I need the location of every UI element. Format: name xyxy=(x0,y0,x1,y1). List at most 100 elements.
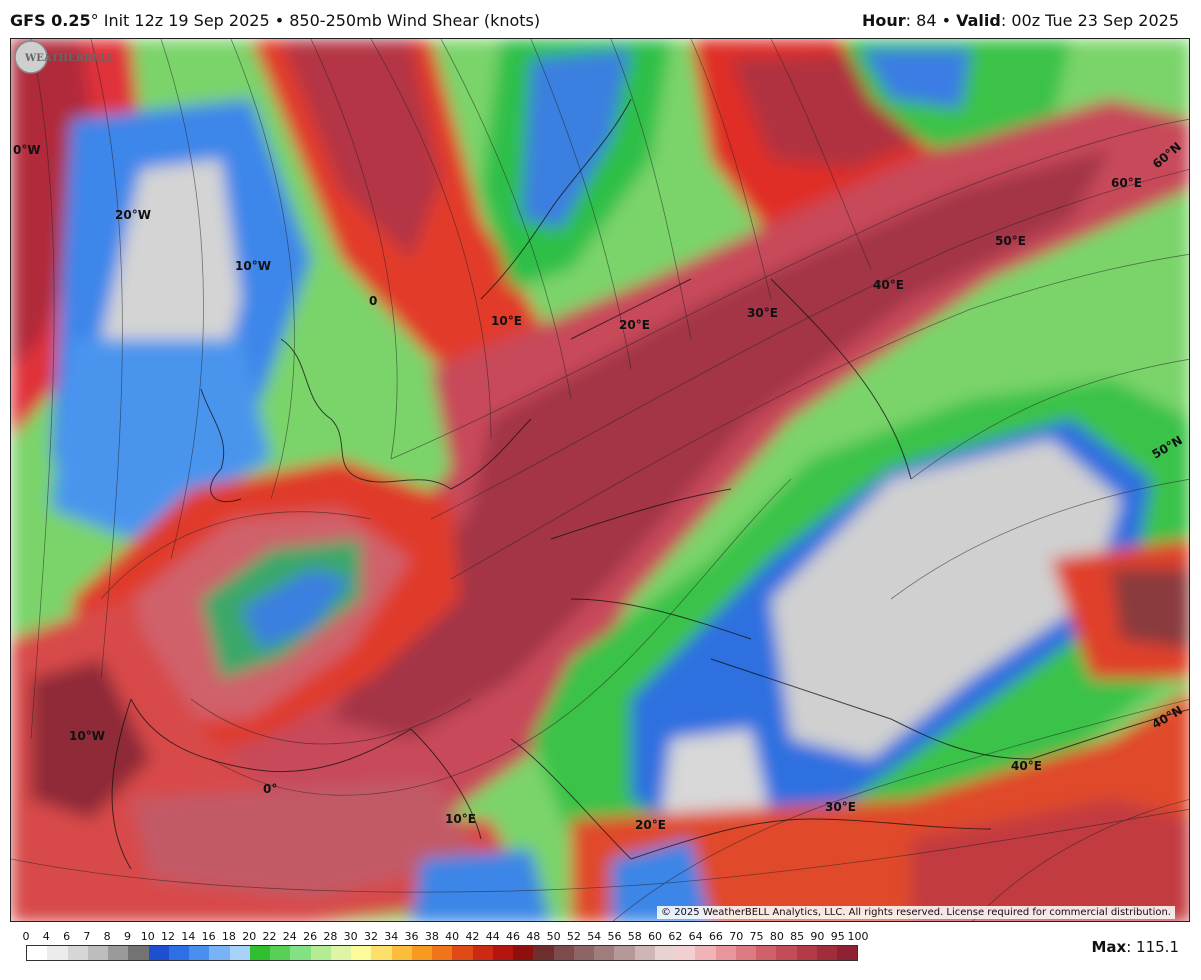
legend-tick-label: 58 xyxy=(627,930,642,943)
meridian-label: 30°E xyxy=(825,800,856,814)
meridian-label: 10°E xyxy=(491,314,522,328)
legend-tick-label: 54 xyxy=(587,930,602,943)
meridian-label: 20°W xyxy=(115,208,151,222)
legend-color-swatch xyxy=(391,946,412,960)
legend-color-swatch xyxy=(513,946,534,960)
legend-tick-label: 26 xyxy=(303,930,318,943)
legend-color-swatch xyxy=(270,946,291,960)
legend-tick-label: 62 xyxy=(668,930,683,943)
legend-tick-label: 70 xyxy=(729,930,744,943)
legend-tick-label: 12 xyxy=(161,930,176,943)
legend-color-swatch xyxy=(27,946,48,960)
legend-color-swatch xyxy=(553,946,574,960)
meridian-label: 20°E xyxy=(619,318,650,332)
legend-color-swatch xyxy=(614,946,635,960)
legend-tick-label: 75 xyxy=(749,930,764,943)
wind-shear-map[interactable]: 0°W 20°W 10°W 0 10°E 20°E 30°E 40°E 50°E… xyxy=(10,38,1190,922)
legend-tick-label: 24 xyxy=(282,930,297,943)
meridian-label: 10°W xyxy=(235,259,271,273)
legend-color-swatch xyxy=(229,946,250,960)
legend-tick-label: 40 xyxy=(445,930,460,943)
legend-color-swatch xyxy=(290,946,311,960)
title-separator: • xyxy=(269,11,290,30)
legend-tick-label: 36 xyxy=(404,930,419,943)
model-name: GFS 0.25 xyxy=(10,11,91,30)
legend-tick-label: 30 xyxy=(343,930,358,943)
legend-color-swatch xyxy=(756,946,777,960)
init-time: Init 12z 19 Sep 2025 xyxy=(98,11,270,30)
legend-color-swatch xyxy=(249,946,270,960)
legend-color-swatch xyxy=(796,946,817,960)
legend-tick-label: 32 xyxy=(363,930,378,943)
legend-color-swatch xyxy=(87,946,108,960)
degree-mark: ° xyxy=(90,11,99,30)
legend-tick-label: 52 xyxy=(566,930,581,943)
meridian-label: 60°E xyxy=(1111,176,1142,190)
legend-color-swatch xyxy=(128,946,149,960)
legend-color-swatch xyxy=(776,946,797,960)
legend-color-swatch xyxy=(47,946,68,960)
legend-color-swatch xyxy=(816,946,837,960)
legend-tick-label: 64 xyxy=(688,930,703,943)
weatherbell-logo: WEATHERBELL xyxy=(14,40,114,74)
legend-tick-label: 22 xyxy=(262,930,277,943)
legend-color-swatch xyxy=(492,946,513,960)
legend-tick-label: 18 xyxy=(221,930,236,943)
legend-color-swatch xyxy=(148,946,169,960)
map-title: GFS 0.25° Init 12z 19 Sep 2025 • 850-250… xyxy=(10,10,540,32)
legend-tick-label: 50 xyxy=(546,930,561,943)
copyright-notice: © 2025 WeatherBELL Analytics, LLC. All r… xyxy=(657,906,1175,919)
meridian-label: 40°E xyxy=(1011,759,1042,773)
legend-tick-label: 20 xyxy=(242,930,257,943)
legend-color-swatch xyxy=(573,946,594,960)
legend-color-swatch xyxy=(371,946,392,960)
meridian-label: 10°E xyxy=(445,812,476,826)
meridian-label: 40°E xyxy=(873,278,904,292)
legend-tick-label: 8 xyxy=(103,930,111,943)
legend-tick-label: 4 xyxy=(42,930,50,943)
max-value: : 115.1 xyxy=(1126,938,1179,956)
legend-tick-label: 85 xyxy=(790,930,805,943)
legend-color-swatch xyxy=(209,946,230,960)
legend-color-swatch xyxy=(837,946,858,960)
legend-tick-label: 48 xyxy=(526,930,541,943)
legend-tick-label: 42 xyxy=(465,930,480,943)
valid-label: Valid xyxy=(956,11,1001,30)
meridian-label: 0 xyxy=(369,294,377,308)
shear-field xyxy=(11,39,1189,921)
max-value-readout: Max: 115.1 xyxy=(1092,938,1180,956)
meridian-label: 0° xyxy=(263,782,277,796)
legend-tick-label: 7 xyxy=(83,930,91,943)
legend-tick-label: 28 xyxy=(323,930,338,943)
legend-tick-label: 16 xyxy=(201,930,216,943)
coastlines xyxy=(111,98,1189,870)
streamlines xyxy=(11,39,1189,921)
legend-color-swatch xyxy=(634,946,655,960)
time-separator: • xyxy=(936,11,957,30)
forecast-time: Hour: 84 • Valid: 00z Tue 23 Sep 2025 xyxy=(862,10,1179,32)
legend-tick-label: 95 xyxy=(830,930,845,943)
map-canvas: 0°W 20°W 10°W 0 10°E 20°E 30°E 40°E 50°E… xyxy=(11,39,1189,921)
product-name: 850-250mb Wind Shear (knots) xyxy=(289,11,541,30)
meridian-label: 0°W xyxy=(13,143,41,157)
legend-color-swatch xyxy=(452,946,473,960)
meridian-label: 10°W xyxy=(69,729,105,743)
legend-color-swatch xyxy=(432,946,453,960)
legend-tick-label: 46 xyxy=(506,930,521,943)
legend-color-swatch xyxy=(654,946,675,960)
legend-tick-label: 90 xyxy=(810,930,825,943)
color-legend: 0 4 6 7 8 9 10 12 14 16 18 20 22 24 26 28 30 32 34 36 38 40 42… xyxy=(22,930,869,961)
legend-tick-label: 6 xyxy=(63,930,71,943)
legend-color-swatch xyxy=(695,946,716,960)
legend-color-swatch xyxy=(472,946,493,960)
legend-color-swatch xyxy=(189,946,210,960)
legend-color-swatch xyxy=(67,946,88,960)
meridian-label: 30°E xyxy=(747,306,778,320)
legend-color-swatch xyxy=(310,946,331,960)
legend-color-swatch xyxy=(168,946,189,960)
legend-tick-label: 0 xyxy=(22,930,30,943)
max-label: Max xyxy=(1091,938,1127,956)
legend-color-bar xyxy=(26,945,858,961)
legend-tick-label: 56 xyxy=(607,930,622,943)
legend-color-swatch xyxy=(533,946,554,960)
